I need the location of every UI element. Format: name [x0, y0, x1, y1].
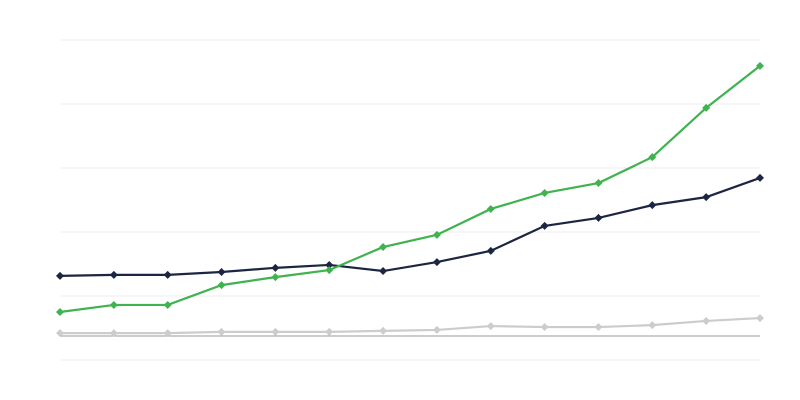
- point-marker: [325, 327, 334, 336]
- series-line: [59, 176, 761, 277]
- point-marker: [217, 268, 226, 276]
- point-marker: [325, 266, 334, 275]
- point-marker: [163, 270, 172, 279]
- point-marker: [109, 329, 118, 338]
- point-marker: [163, 329, 172, 338]
- point-marker: [702, 316, 711, 325]
- point-marker: [540, 323, 549, 332]
- point-marker: [648, 153, 657, 162]
- point-marker: [56, 329, 64, 338]
- point-marker: [756, 173, 764, 182]
- point-marker: [163, 300, 172, 309]
- point-marker: [56, 271, 64, 280]
- point-marker: [648, 201, 657, 210]
- point-marker: [271, 273, 280, 282]
- series-line: [59, 65, 761, 314]
- point-marker: [379, 243, 388, 252]
- point-marker: [594, 213, 603, 222]
- series-line: [60, 316, 761, 335]
- point-marker: [594, 323, 603, 332]
- point-marker: [486, 246, 495, 255]
- point-marker: [756, 314, 764, 323]
- point-marker: [432, 230, 441, 239]
- point-marker: [271, 327, 280, 336]
- point-marker: [756, 61, 764, 70]
- point-marker: [379, 326, 388, 335]
- point-marker: [594, 179, 603, 188]
- point-marker: [109, 300, 118, 309]
- point-marker: [648, 321, 657, 330]
- point-marker: [432, 258, 441, 267]
- point-marker: [271, 263, 280, 272]
- point-marker: [56, 308, 64, 316]
- point-marker: [379, 267, 388, 276]
- point-marker: [325, 260, 334, 269]
- point-marker: [540, 221, 549, 230]
- point-marker: [486, 322, 495, 331]
- point-marker: [432, 325, 441, 334]
- point-marker: [217, 327, 226, 336]
- point-marker: [217, 281, 226, 290]
- point-marker: [702, 193, 711, 202]
- point-marker: [540, 188, 549, 197]
- point-marker: [702, 103, 711, 112]
- point-marker: [486, 204, 495, 213]
- point-marker: [109, 270, 118, 279]
